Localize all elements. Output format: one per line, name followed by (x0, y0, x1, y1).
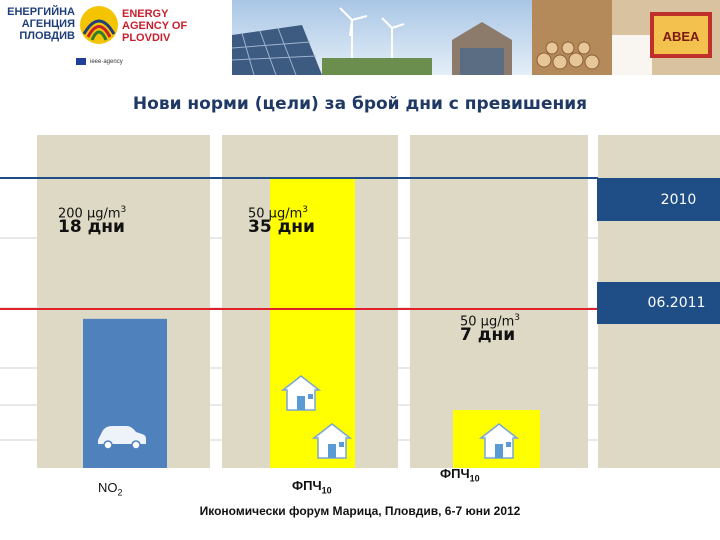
badge-text: ABEA (663, 29, 700, 44)
refline-label-2010: 2010 (597, 178, 720, 221)
agency-logo-bg-text: ЕНЕРГИЙНА АГЕНЦИЯ ПЛОВДИВ (3, 6, 75, 42)
days-pm10-a: 35 дни (248, 217, 315, 238)
house-icon (311, 423, 353, 459)
days-no2: 18 дни (58, 217, 125, 238)
limit-pm10-a-sup: 3 (302, 205, 308, 215)
logo-bg-line3: ПЛОВДИВ (19, 30, 75, 42)
car-wheel-rear (131, 440, 141, 450)
bar-annotation-pm10-2011: 50 μg/m3 7 дни (460, 313, 520, 345)
house-icon (280, 375, 322, 411)
days-pm10-b: 7 дни (460, 325, 516, 346)
car-body (98, 426, 146, 444)
logo-en-line2: AGENCY OF (122, 20, 188, 32)
energy-photo-collage: ABEA (232, 0, 720, 75)
x-label-pm10-b: ФПЧ10 (440, 466, 480, 484)
x-label-pm10-a-sub: 10 (321, 485, 332, 496)
logo-en-line3: PLOVDIV (122, 32, 171, 44)
footer-caption: Икономически форум Марица, Пловдив, 6-7 … (199, 504, 521, 518)
eu-flag-icon (76, 58, 86, 65)
x-label-no2-main: NO (98, 480, 118, 495)
house-icon (478, 423, 520, 459)
limit-no2: 200 μg/m (58, 206, 121, 222)
refline-label-2011-text: 06.2011 (647, 295, 706, 311)
x-label-no2: NO2 (98, 480, 123, 498)
car-wheel-front (103, 440, 113, 450)
house-window-2 (339, 442, 344, 447)
house-door-1 (297, 396, 305, 410)
logo-bg-line1: ЕНЕРГИЙНА (7, 6, 75, 18)
x-label-pm10-a-main: ФПЧ (292, 478, 322, 493)
chart-reference-lines (0, 177, 598, 310)
house-window-1 (308, 394, 313, 399)
house-window-3 (506, 442, 511, 447)
logo-bg-line2: АГЕНЦИЯ (21, 18, 75, 30)
limit-no2-sup: 3 (120, 205, 127, 215)
x-label-no2-sub: 2 (117, 487, 123, 498)
limit-pm10-b-sup: 3 (514, 313, 520, 323)
bar-annotation-no2: 200 μg/m3 18 дни (58, 205, 126, 237)
bar-annotation-pm10-2010: 50 μg/m3 35 дни (248, 205, 315, 237)
strip-text: ieee·agency (90, 59, 123, 66)
bar-1 (270, 178, 355, 468)
house-door-3 (495, 444, 503, 458)
car-icon (98, 426, 146, 450)
refline-label-2010-text: 2010 (660, 191, 697, 208)
house-door-2 (328, 444, 336, 458)
refline-label-2011: 06.2011 (597, 282, 720, 324)
limit-pm10-b: 50 μg/m (460, 314, 515, 330)
limit-pm10-a: 50 μg/m (248, 206, 303, 222)
header-banner: ЕНЕРГИЙНА АГЕНЦИЯ ПЛОВДИВ ENERGY AGENCY … (0, 0, 720, 75)
chart-icons (98, 375, 520, 459)
logo-en-line1: ENERGY (122, 8, 169, 20)
x-label-pm10-b-sub: 10 (469, 473, 480, 484)
agency-emblem-icon (80, 6, 118, 44)
bar-0 (83, 318, 167, 468)
x-label-pm10-a: ФПЧ10 (292, 478, 332, 496)
page-title: Нови норми (цели) за брой дни с превишен… (132, 94, 588, 114)
agency-logo-en-text: ENERGY AGENCY OF PLOVDIV (122, 8, 187, 44)
x-label-pm10-b-main: ФПЧ (440, 466, 470, 481)
eu-strip: ieee·agency (76, 58, 123, 65)
